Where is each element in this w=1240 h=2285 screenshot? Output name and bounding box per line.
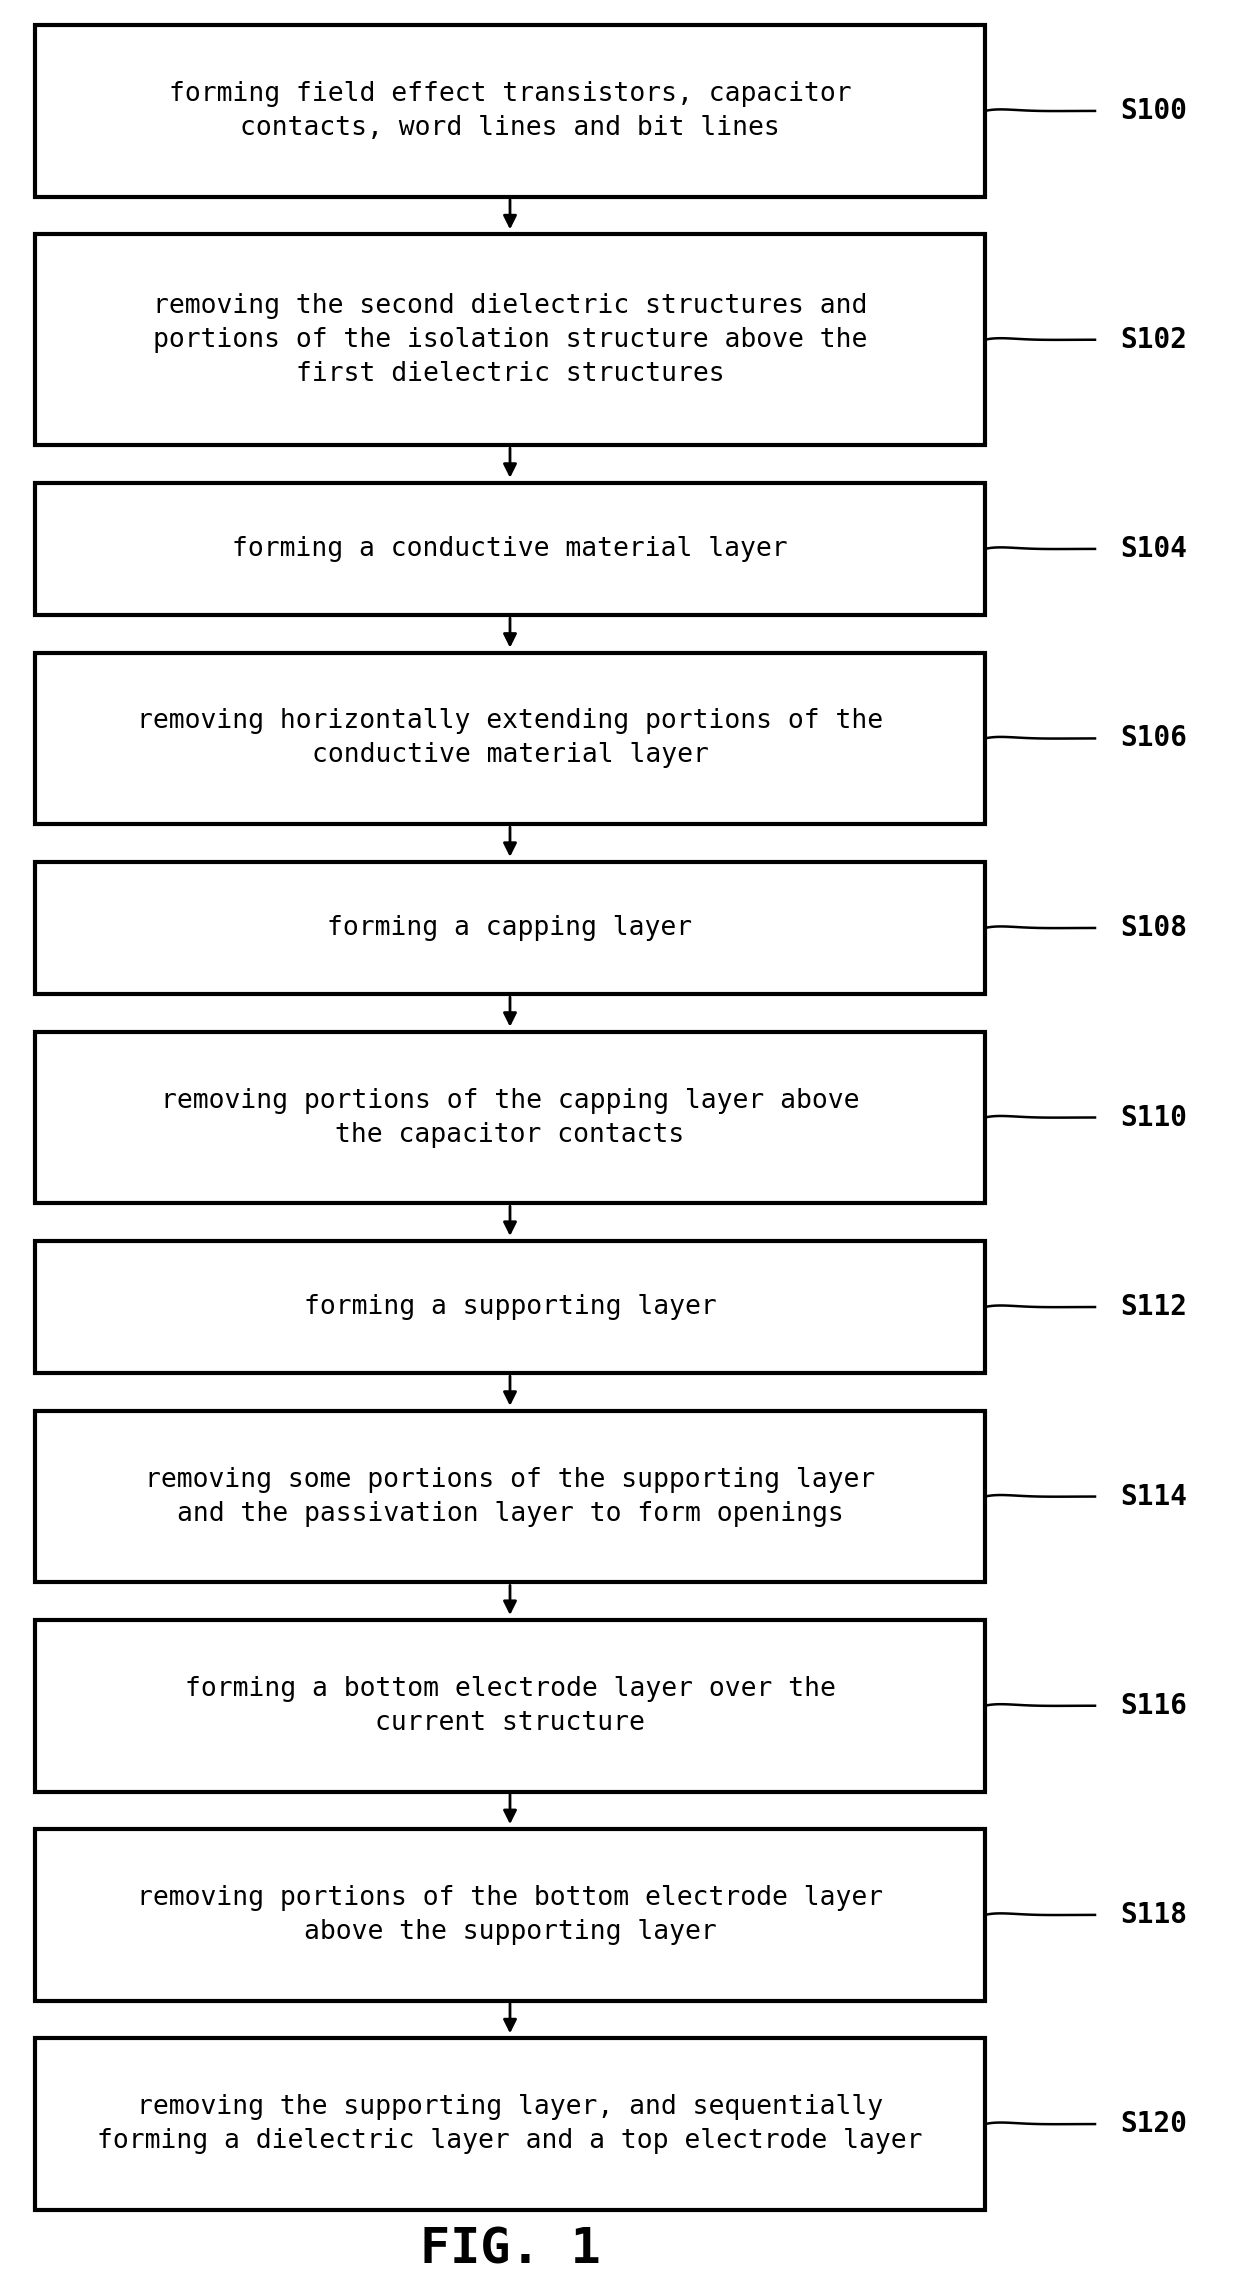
Bar — [35, 1241, 985, 1373]
Text: removing the second dielectric structures and
portions of the isolation structur: removing the second dielectric structure… — [153, 292, 867, 386]
Text: forming a conductive material layer: forming a conductive material layer — [232, 537, 787, 562]
Text: S100: S100 — [1120, 96, 1187, 126]
Text: S108: S108 — [1120, 914, 1187, 941]
Text: removing portions of the bottom electrode layer
above the supporting layer: removing portions of the bottom electrod… — [136, 1885, 883, 1945]
Text: S106: S106 — [1120, 724, 1187, 752]
Bar — [35, 1620, 985, 1791]
Bar — [35, 482, 985, 615]
Text: FIG. 1: FIG. 1 — [419, 2226, 600, 2274]
Bar — [35, 233, 985, 446]
Bar — [35, 654, 985, 825]
Text: S102: S102 — [1120, 327, 1187, 354]
Text: removing some portions of the supporting layer
and the passivation layer to form: removing some portions of the supporting… — [145, 1467, 875, 1526]
Text: forming field effect transistors, capacitor
contacts, word lines and bit lines: forming field effect transistors, capaci… — [169, 80, 852, 142]
Text: removing the supporting layer, and sequentially
forming a dielectric layer and a: removing the supporting layer, and seque… — [97, 2093, 923, 2155]
Text: S118: S118 — [1120, 1901, 1187, 1929]
Text: S116: S116 — [1120, 1691, 1187, 1721]
Text: S110: S110 — [1120, 1104, 1187, 1131]
Text: S114: S114 — [1120, 1483, 1187, 1510]
Text: forming a supporting layer: forming a supporting layer — [304, 1293, 717, 1321]
Text: S104: S104 — [1120, 535, 1187, 562]
Text: removing portions of the capping layer above
the capacitor contacts: removing portions of the capping layer a… — [161, 1088, 859, 1147]
Bar — [35, 25, 985, 197]
Text: S120: S120 — [1120, 2109, 1187, 2139]
Text: forming a capping layer: forming a capping layer — [327, 914, 693, 941]
Bar — [35, 861, 985, 994]
Bar — [35, 1828, 985, 2002]
Bar — [35, 2038, 985, 2210]
Text: S112: S112 — [1120, 1293, 1187, 1321]
Bar — [35, 1031, 985, 1204]
Bar — [35, 1410, 985, 1584]
Text: removing horizontally extending portions of the
conductive material layer: removing horizontally extending portions… — [136, 708, 883, 768]
Text: forming a bottom electrode layer over the
current structure: forming a bottom electrode layer over th… — [185, 1675, 836, 1737]
